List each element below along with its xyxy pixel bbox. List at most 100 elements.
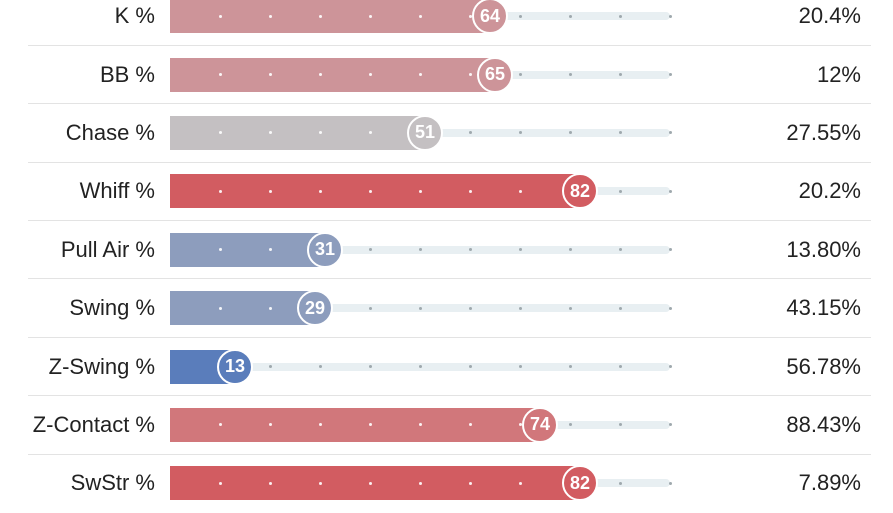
stat-value: 20.2%	[798, 178, 861, 204]
tick-dot	[318, 14, 322, 18]
row-divider	[28, 44, 871, 46]
tick-dot	[668, 131, 672, 135]
tick-dot	[268, 131, 272, 135]
tick-dot	[218, 73, 222, 77]
tick-dot	[268, 423, 272, 427]
tick-dot	[568, 131, 572, 135]
tick-dot	[468, 423, 472, 427]
tick-dot	[418, 248, 422, 252]
tick-dot	[518, 306, 522, 310]
tick-dot	[318, 131, 322, 135]
row-divider	[28, 453, 871, 455]
tick-dot	[318, 423, 322, 427]
tick-dot	[468, 365, 472, 369]
row-divider	[28, 103, 871, 105]
tick-dot	[268, 365, 272, 369]
tick-dot	[618, 306, 622, 310]
metric-row-chase: Chase % 51 27.55%	[0, 104, 893, 163]
tick-dot	[218, 131, 222, 135]
metric-row-swing: Swing % 29 43.15%	[0, 279, 893, 338]
row-divider	[28, 220, 871, 222]
tick-dot	[468, 306, 472, 310]
tick-dot	[368, 423, 372, 427]
stat-value: 13.80%	[786, 236, 861, 262]
tick-dot	[268, 73, 272, 77]
percentile-badge: 82	[562, 173, 598, 210]
stat-value: 7.89%	[798, 470, 861, 496]
percentile-badge: 82	[562, 465, 598, 502]
metric-label: SwStr %	[70, 470, 155, 496]
tick-dot	[218, 14, 222, 18]
tick-dot	[568, 423, 572, 427]
tick-dot	[518, 423, 522, 427]
tick-dot	[268, 481, 272, 485]
metric-label: Whiff %	[79, 178, 155, 204]
tick-dot	[218, 423, 222, 427]
tick-dot	[218, 481, 222, 485]
tick-dot	[468, 73, 472, 77]
tick-dot	[468, 248, 472, 252]
tick-dot	[568, 73, 572, 77]
percentile-bar	[170, 0, 490, 34]
tick-dot	[418, 481, 422, 485]
metric-label: Chase %	[65, 119, 155, 145]
metric-label: Pull Air %	[60, 236, 155, 262]
tick-dot	[418, 365, 422, 369]
percentile-badge: 74	[522, 406, 558, 443]
tick-dot	[518, 73, 522, 77]
tick-dot	[668, 481, 672, 485]
tick-dot	[318, 481, 322, 485]
tick-dot	[368, 248, 372, 252]
row-divider	[28, 278, 871, 280]
stat-value: 43.15%	[786, 295, 861, 321]
tick-dot	[368, 306, 372, 310]
tick-dot	[268, 248, 272, 252]
tick-dot	[318, 189, 322, 193]
tick-dot	[668, 14, 672, 18]
tick-dot	[418, 423, 422, 427]
metric-row-z-swing: Z-Swing % 13 56.78%	[0, 337, 893, 397]
tick-dot	[468, 14, 472, 18]
tick-dot	[218, 248, 222, 252]
stat-value: 27.55%	[786, 119, 861, 145]
percentile-badge: 64	[472, 0, 508, 35]
row-divider	[28, 336, 871, 338]
metric-row-swstr: SwStr % 82 7.89%	[0, 454, 893, 512]
metric-label: BB %	[99, 61, 155, 87]
metric-label: Z-Contact %	[32, 411, 155, 437]
tick-dot	[668, 365, 672, 369]
tick-dot	[568, 365, 572, 369]
tick-dot	[418, 14, 422, 18]
tick-dot	[318, 365, 322, 369]
metric-row-k: K % 64 20.4%	[0, 0, 893, 46]
tick-dot	[218, 306, 222, 310]
tick-dot	[368, 131, 372, 135]
tick-dot	[668, 423, 672, 427]
tick-dot	[418, 73, 422, 77]
tick-dot	[418, 306, 422, 310]
tick-dot	[518, 481, 522, 485]
tick-dot	[618, 73, 622, 77]
tick-dot	[618, 423, 622, 427]
metric-row-z-contact: Z-Contact % 74 88.43%	[0, 396, 893, 455]
tick-dot	[618, 248, 622, 252]
tick-dot	[568, 14, 572, 18]
percentile-bar	[170, 174, 580, 209]
tick-dot	[268, 189, 272, 193]
tick-dot	[618, 14, 622, 18]
tick-dot	[668, 73, 672, 77]
stat-value: 20.4%	[798, 3, 861, 29]
percentile-bar	[170, 115, 425, 150]
metric-label: Z-Swing %	[48, 353, 155, 379]
tick-dot	[618, 131, 622, 135]
percentile-badge: 51	[407, 114, 443, 151]
metric-label: Swing %	[69, 295, 155, 321]
tick-dot	[518, 131, 522, 135]
tick-dot	[418, 189, 422, 193]
percentile-badge: 29	[297, 290, 333, 327]
percentile-bar	[170, 291, 315, 326]
stat-value: 12%	[816, 61, 861, 87]
tick-dot	[518, 189, 522, 193]
tick-dot	[468, 131, 472, 135]
tick-dot	[618, 481, 622, 485]
